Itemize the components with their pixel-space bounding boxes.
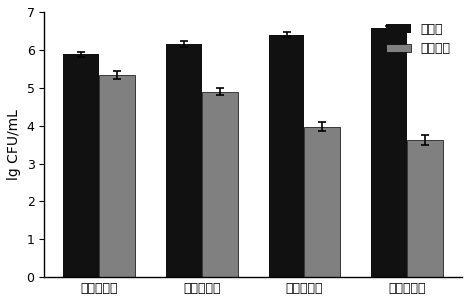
Y-axis label: lg CFU/mL: lg CFU/mL (7, 109, 21, 180)
Legend: 模型组, 益生菌组: 模型组, 益生菌组 (381, 18, 456, 60)
Bar (63, 54, 99, 277)
Bar (371, 28, 407, 277)
Bar (166, 44, 202, 277)
Bar (407, 140, 443, 277)
Bar (304, 127, 340, 277)
Bar (202, 92, 238, 277)
Bar (269, 35, 304, 277)
Bar (99, 75, 135, 277)
